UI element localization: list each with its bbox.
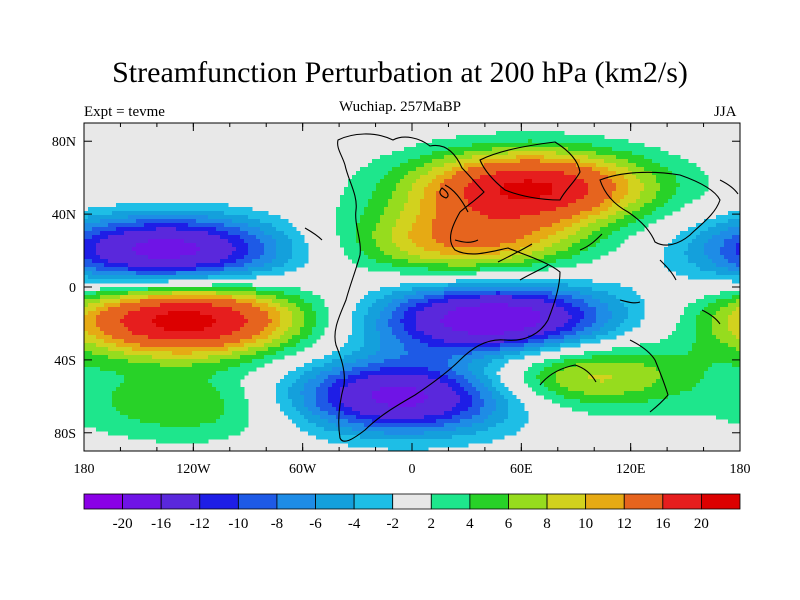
colorbar-swatch (623, 493, 664, 510)
y-tick-label: 80S (54, 427, 76, 442)
colorbar-swatch (662, 493, 702, 510)
colorbar-swatch (199, 493, 239, 510)
y-tick-label: 80N (52, 135, 76, 150)
pangea-coastline (304, 133, 739, 442)
x-tick-label: 120E (616, 462, 646, 477)
colorbar-label: 20 (694, 516, 709, 532)
colorbar-swatch (83, 493, 123, 510)
colorbar-swatch (546, 493, 587, 510)
colorbar-swatch (701, 493, 741, 510)
colorbar-label: -4 (348, 516, 361, 532)
experiment-label: Expt = tevme (84, 104, 165, 120)
colorbar-label: -10 (228, 516, 248, 532)
colorbar-label: -16 (151, 516, 171, 532)
colorbar-label: 4 (466, 516, 474, 532)
colorbar-label: -2 (386, 516, 399, 532)
x-tick-label: 120W (176, 462, 211, 477)
colorbar-label: -8 (271, 516, 284, 532)
colorbar-swatch (353, 493, 394, 510)
colorbar-label: 8 (543, 516, 551, 532)
colorbar-swatch (430, 493, 471, 510)
x-tick-label: 0 (409, 462, 416, 477)
x-tick-label: 60E (510, 462, 533, 477)
colorbar-swatch (160, 493, 201, 510)
colorbar-swatch (392, 493, 432, 510)
colorbar-swatch (469, 493, 509, 510)
colorbar-swatch (585, 493, 625, 510)
colorbar-label: 2 (428, 516, 436, 532)
y-tick-label: 0 (69, 281, 76, 296)
colorbar-label: -12 (190, 516, 210, 532)
period-label: Wuchiap. 257MaBP (339, 99, 461, 115)
x-tick-label: 180 (730, 462, 751, 477)
colorbar-label: 16 (655, 516, 671, 532)
colorbar-swatch (315, 493, 355, 510)
season-label: JJA (714, 104, 737, 120)
y-tick-label: 40N (52, 208, 76, 223)
colorbar-swatch (508, 493, 548, 510)
colorbar-swatch (237, 493, 278, 510)
colorbar-label: 6 (505, 516, 513, 532)
colorbar-label: -20 (113, 516, 133, 532)
colorbar-label: -6 (309, 516, 322, 532)
x-tick-label: 60W (289, 462, 317, 477)
colorbar-swatch (122, 493, 162, 510)
colorbar: -20 -16 -12 -10 -8 -6 -4 -2 2 4 6 8 10 12 16 20 (83, 493, 741, 532)
colorbar-label: 10 (578, 516, 593, 532)
chart-title: Streamfunction Perturbation at 200 hPa (… (112, 56, 688, 89)
axes: 180 120W 60W 0 60E 120E 180 80N 40N 0 40S 80S (52, 123, 751, 477)
colorbar-swatch (276, 493, 316, 510)
x-tick-label: 180 (74, 462, 95, 477)
y-tick-label: 40S (54, 354, 76, 369)
colorbar-label: 12 (617, 516, 632, 532)
contour-field (84, 131, 740, 451)
